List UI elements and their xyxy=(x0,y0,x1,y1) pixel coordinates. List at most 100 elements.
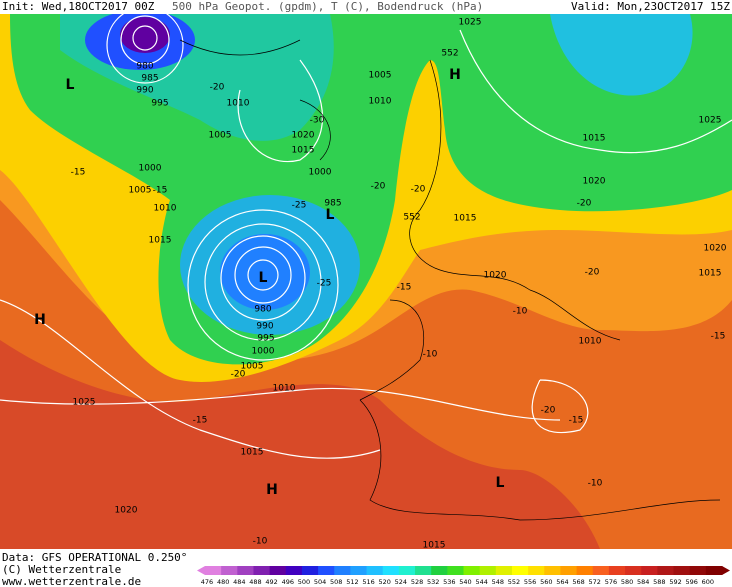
pressure-center: L xyxy=(496,475,505,491)
contour-label: -20 xyxy=(371,182,386,192)
contour-label: -25 xyxy=(292,201,307,211)
contour-label: 1025 xyxy=(73,398,96,408)
scale-label: 524 xyxy=(395,578,407,586)
copyright: (C) Wetterzentrale xyxy=(2,563,121,576)
contour-label: 985 xyxy=(324,199,341,209)
scale-label: 500 xyxy=(298,578,310,586)
scale-swatch xyxy=(479,566,497,575)
contour-label: 1010 xyxy=(227,99,250,109)
scale-label: 576 xyxy=(605,578,617,586)
contour-label: 980 xyxy=(136,62,153,72)
contour-label: -15 xyxy=(397,283,412,293)
contour-label: 1015 xyxy=(423,541,446,551)
contour-label: -25 xyxy=(317,279,332,289)
scale-swatch xyxy=(431,566,448,575)
scale-swatch xyxy=(625,566,642,575)
scale-swatch xyxy=(705,566,723,575)
contour-label: 1000 xyxy=(252,347,275,357)
scale-swatch xyxy=(463,566,481,575)
contour-label: -15 xyxy=(71,168,86,178)
pressure-center: L xyxy=(66,77,75,93)
scale-swatch xyxy=(366,566,384,575)
scale-swatch xyxy=(415,566,432,575)
contour-label: 1005 xyxy=(129,186,152,196)
map-area xyxy=(0,6,732,549)
contour-label: -20 xyxy=(210,83,225,93)
scale-swatch xyxy=(495,566,513,575)
contour-label: 985 xyxy=(141,74,158,84)
contour-label: 1025 xyxy=(699,116,722,126)
scale-label: 592 xyxy=(669,578,681,586)
scale-label: 588 xyxy=(653,578,665,586)
scale-label: 508 xyxy=(330,578,342,586)
product: 500 hPa Geopot. (gpdm), T (C), Bodendruc… xyxy=(172,0,483,13)
contour-label: 552 xyxy=(441,49,458,59)
contour-label: 1015 xyxy=(292,146,315,156)
contour-label: 1015 xyxy=(583,134,606,144)
scale-label: 548 xyxy=(492,578,504,586)
scale-label: 564 xyxy=(556,578,568,586)
scale-swatch xyxy=(528,566,545,575)
scale-label: 492 xyxy=(265,578,277,586)
scale-label: 480 xyxy=(217,578,229,586)
contour-label: -10 xyxy=(588,479,603,489)
isobars xyxy=(0,6,732,459)
scale-swatch xyxy=(318,566,335,575)
contour-label: 1005 xyxy=(209,131,232,141)
scale-label: 584 xyxy=(637,578,649,586)
valid-time: Valid: Mon,23OCT2017 15Z xyxy=(571,0,730,13)
scale-swatch xyxy=(253,566,271,575)
scale-arrow-left xyxy=(197,566,205,575)
scale-label: 600 xyxy=(702,578,714,586)
scale-swatch xyxy=(511,566,529,575)
scale-label: 516 xyxy=(362,578,374,586)
contour-label: 1010 xyxy=(579,337,602,347)
coastlines xyxy=(179,39,721,521)
contour-label: 1015 xyxy=(149,236,172,246)
pressure-center: H xyxy=(266,482,278,498)
scale-swatch xyxy=(350,566,368,575)
scale-swatch xyxy=(641,566,658,575)
scale-label: 540 xyxy=(459,578,471,586)
pressure-center: H xyxy=(34,312,46,328)
scale-swatch xyxy=(689,566,707,575)
contour-label: 1000 xyxy=(309,168,332,178)
scale-swatch xyxy=(560,566,578,575)
scale-label: 512 xyxy=(346,578,358,586)
scale-label: 572 xyxy=(589,578,601,586)
scale-label: 560 xyxy=(540,578,552,586)
scale-arrow-right xyxy=(722,566,730,575)
scale-label: 504 xyxy=(314,578,326,586)
scale-swatch xyxy=(237,566,254,575)
contour-label: 990 xyxy=(256,322,273,332)
scale-swatch xyxy=(301,566,319,575)
contour-label: 995 xyxy=(151,99,168,109)
scale-label: 496 xyxy=(282,578,294,586)
init-time: Init: Wed,18OCT2017 00Z xyxy=(2,0,155,13)
scale-label: 532 xyxy=(427,578,439,586)
contour-label: 1020 xyxy=(484,271,507,281)
contour-label: 980 xyxy=(254,305,271,315)
data-source: Data: GFS OPERATIONAL 0.250° xyxy=(2,551,187,564)
contour-label: -10 xyxy=(253,537,268,547)
scale-swatch xyxy=(576,566,594,575)
scale-label: 528 xyxy=(411,578,423,586)
scale-label: 596 xyxy=(685,578,697,586)
scale-label: 552 xyxy=(508,578,520,586)
contour-label: 1010 xyxy=(154,204,177,214)
contour-label: 1010 xyxy=(369,97,392,107)
scale-label: 484 xyxy=(233,578,245,586)
contour-label: -20 xyxy=(541,406,556,416)
contour-label: 995 xyxy=(257,334,274,344)
contour-label: -20 xyxy=(577,199,592,209)
scale-swatch xyxy=(398,566,416,575)
pressure-center: L xyxy=(326,207,335,223)
scale-swatch xyxy=(269,566,287,575)
scale-label: 520 xyxy=(379,578,391,586)
scale-label: 476 xyxy=(201,578,213,586)
contour-label: -10 xyxy=(423,350,438,360)
contour-label: -20 xyxy=(585,268,600,278)
contour-label: -15 xyxy=(153,186,168,196)
